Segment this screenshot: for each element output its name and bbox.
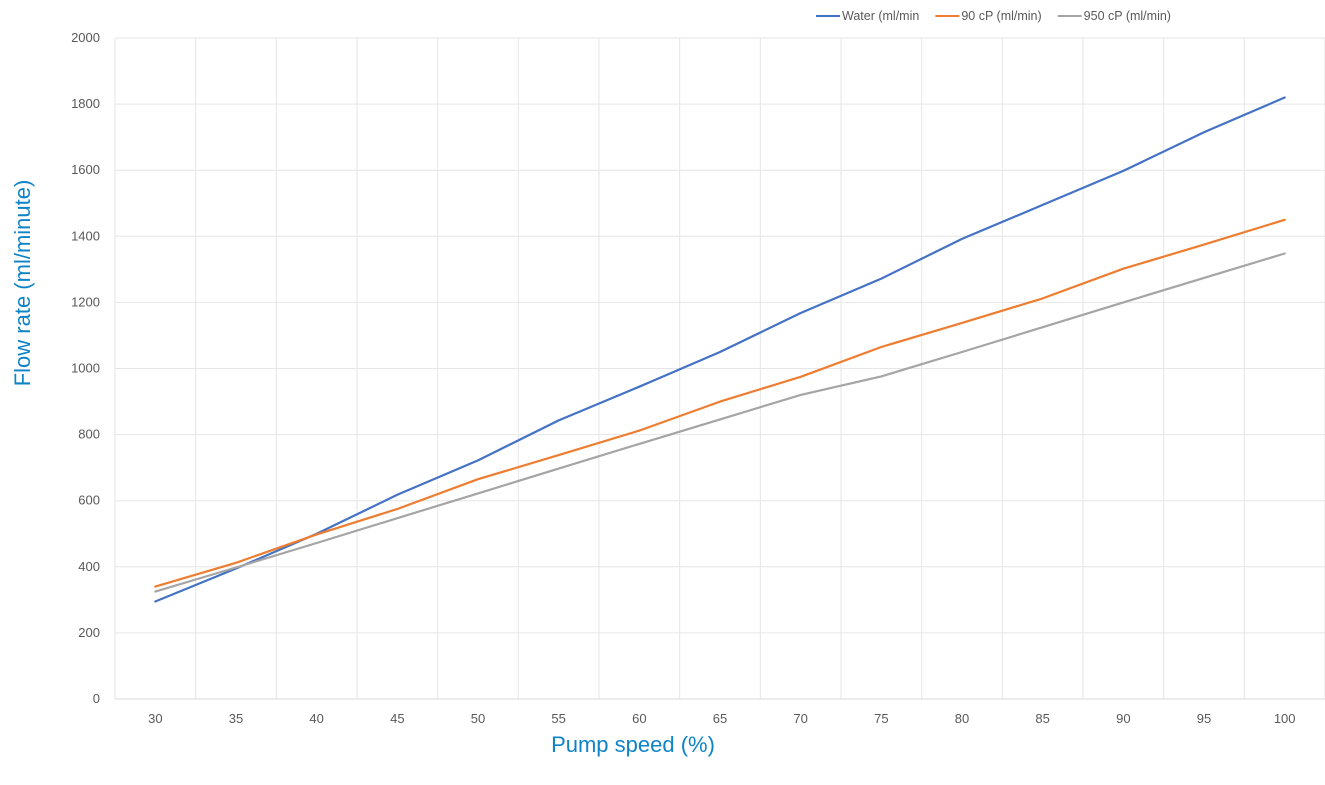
y-tick-label: 0 [93,691,100,706]
x-tick-label: 65 [713,711,727,726]
x-tick-label: 70 [793,711,807,726]
legend-label-3: 950 cP (ml/min) [1084,9,1171,23]
series-line-3 [154,252,1286,593]
y-tick-label: 1000 [71,361,100,376]
x-tick-label: 95 [1197,711,1211,726]
y-tick-label: 2000 [71,30,100,45]
x-axis-ticks: 30 35 40 45 50 55 60 65 70 75 80 85 90 95 100 [148,711,1295,726]
x-axis-title: Pump speed (%) [551,732,715,757]
y-tick-label: 1600 [71,162,100,177]
x-tick-label: 85 [1035,711,1049,726]
x-tick-label: 90 [1116,711,1130,726]
legend-label-2: 90 cP (ml/min) [961,9,1041,23]
x-tick-label: 100 [1274,711,1296,726]
x-tick-label: 80 [955,711,969,726]
x-tick-label: 50 [471,711,485,726]
series-line-2 [154,218,1286,588]
x-tick-label: 75 [874,711,888,726]
y-axis-title: Flow rate (ml/minute) [10,180,35,387]
gridlines [114,37,1325,700]
series-line-1 [154,96,1286,603]
y-tick-label: 200 [78,625,100,640]
y-tick-label: 400 [78,559,100,574]
legend-label-1: Water (ml/min [842,9,919,23]
y-axis-ticks: 0 200 400 600 800 1000 1200 1400 1600 1800 2000 [71,30,100,706]
y-tick-label: 600 [78,493,100,508]
x-tick-label: 35 [229,711,243,726]
x-tick-label: 60 [632,711,646,726]
y-tick-label: 1800 [71,96,100,111]
chart-legend: Water (ml/min 90 cP (ml/min) 950 cP (ml/mi… [816,9,1171,23]
series-lines [154,96,1286,603]
x-tick-label: 55 [551,711,565,726]
x-tick-label: 45 [390,711,404,726]
y-tick-label: 1200 [71,294,100,309]
y-tick-label: 800 [78,427,100,442]
y-tick-label: 1400 [71,228,100,243]
x-tick-label: 40 [309,711,323,726]
x-tick-label: 30 [148,711,162,726]
